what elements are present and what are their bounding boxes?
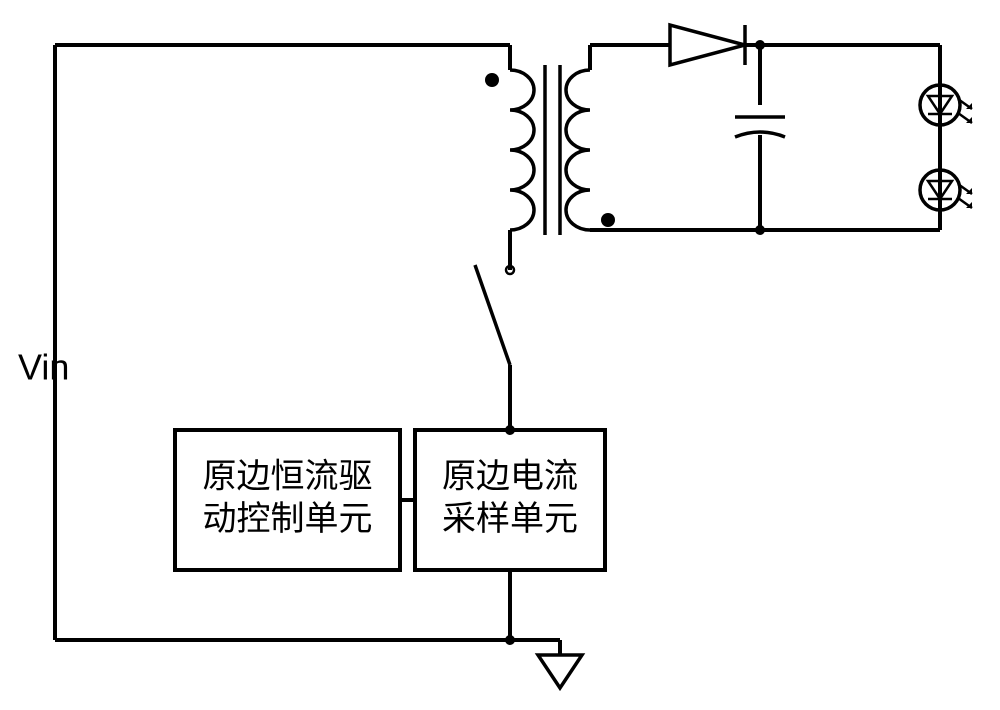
svg-text:原边电流: 原边电流: [442, 458, 578, 496]
svg-text:原边恒流驱: 原边恒流驱: [203, 458, 373, 496]
svg-text:Vin: Vin: [18, 347, 69, 388]
svg-text:动控制单元: 动控制单元: [203, 500, 373, 538]
circuit-diagram: Vin 原边恒流驱动控制单元 原边电流采样单元: [0, 0, 1000, 710]
svg-text:采样单元: 采样单元: [442, 500, 578, 538]
